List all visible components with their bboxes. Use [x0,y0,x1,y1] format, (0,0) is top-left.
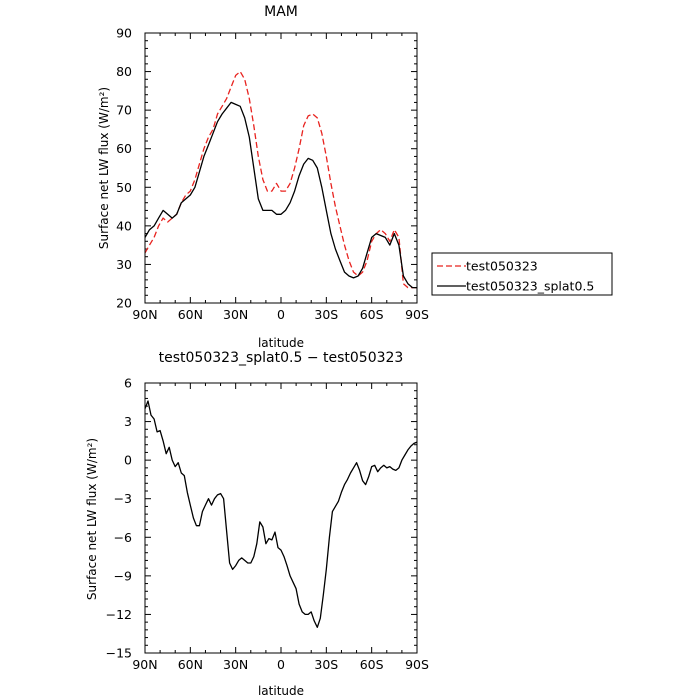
top-chart-title: MAM [264,4,298,20]
x-tick-label: 60N [178,657,203,672]
y-tick-label: 3 [124,414,132,429]
x-tick-label: 30S [314,657,338,672]
y-tick-label: 60 [116,141,132,156]
bottom-chart-ticks: 90N 60N 30N 0 30S 60S 90S −15 −12 −9 −6 −3 0 3 6 [106,376,429,673]
legend-label-series-1: test050323 [466,259,538,274]
top-chart-frame [144,32,418,304]
y-tick-label: 70 [116,103,132,118]
y-tick-label: −6 [114,530,132,545]
series-line-2 [144,101,417,289]
y-tick-label: 40 [116,218,132,233]
bottom-chart-xlabel: latitude [258,684,304,698]
y-tick-label: 30 [116,257,132,272]
y-tick-label: 90 [116,26,132,41]
y-tick-label: 80 [116,64,132,79]
top-chart-ylabel: Surface net LW flux (W/m²) [97,87,111,249]
bottom-chart-lines [144,400,418,628]
x-tick-label: 30N [223,307,248,322]
legend: test050323 test050323_splat0.5 [431,252,613,296]
top-chart-panel: MAM latitude Surface net LW flux (W/m²) … [97,4,429,350]
y-tick-label: 20 [116,296,132,311]
top-chart-ticks: 90N 60N 30N 0 30S 60S 90S 20 30 40 50 60 70 80 90 [116,26,429,323]
y-tick-label: −3 [114,491,132,506]
series-line-1 [144,70,417,289]
y-tick-label: 0 [124,453,132,468]
x-tick-label: 60S [360,657,384,672]
y-tick-label: −12 [106,607,132,622]
top-chart-xlabel: latitude [258,336,304,350]
legend-box [431,252,613,296]
top-chart-lines [144,70,417,289]
x-tick-label: 90S [405,307,429,322]
x-tick-label: 60S [360,307,384,322]
bottom-chart-title: test050323_splat0.5 − test050323 [159,350,404,366]
y-tick-label: 6 [124,376,132,391]
x-tick-label: 30S [314,307,338,322]
y-tick-label: −9 [114,568,132,583]
y-tick-label: 50 [116,180,132,195]
x-tick-label: 90S [405,657,429,672]
series-line-1 [144,400,418,628]
bottom-chart-ylabel: Surface net LW flux (W/m²) [85,438,99,600]
x-tick-label: 0 [277,307,285,322]
x-tick-label: 90N [132,307,157,322]
bottom-chart-frame [144,382,418,654]
x-tick-label: 0 [277,657,285,672]
x-tick-label: 60N [178,307,203,322]
y-tick-label: −15 [106,646,132,661]
bottom-chart-panel: test050323_splat0.5 − test050323 latitud… [85,350,429,698]
legend-label-series-2: test050323_splat0.5 [466,279,594,294]
x-tick-label: 90N [132,657,157,672]
x-tick-label: 30N [223,657,248,672]
